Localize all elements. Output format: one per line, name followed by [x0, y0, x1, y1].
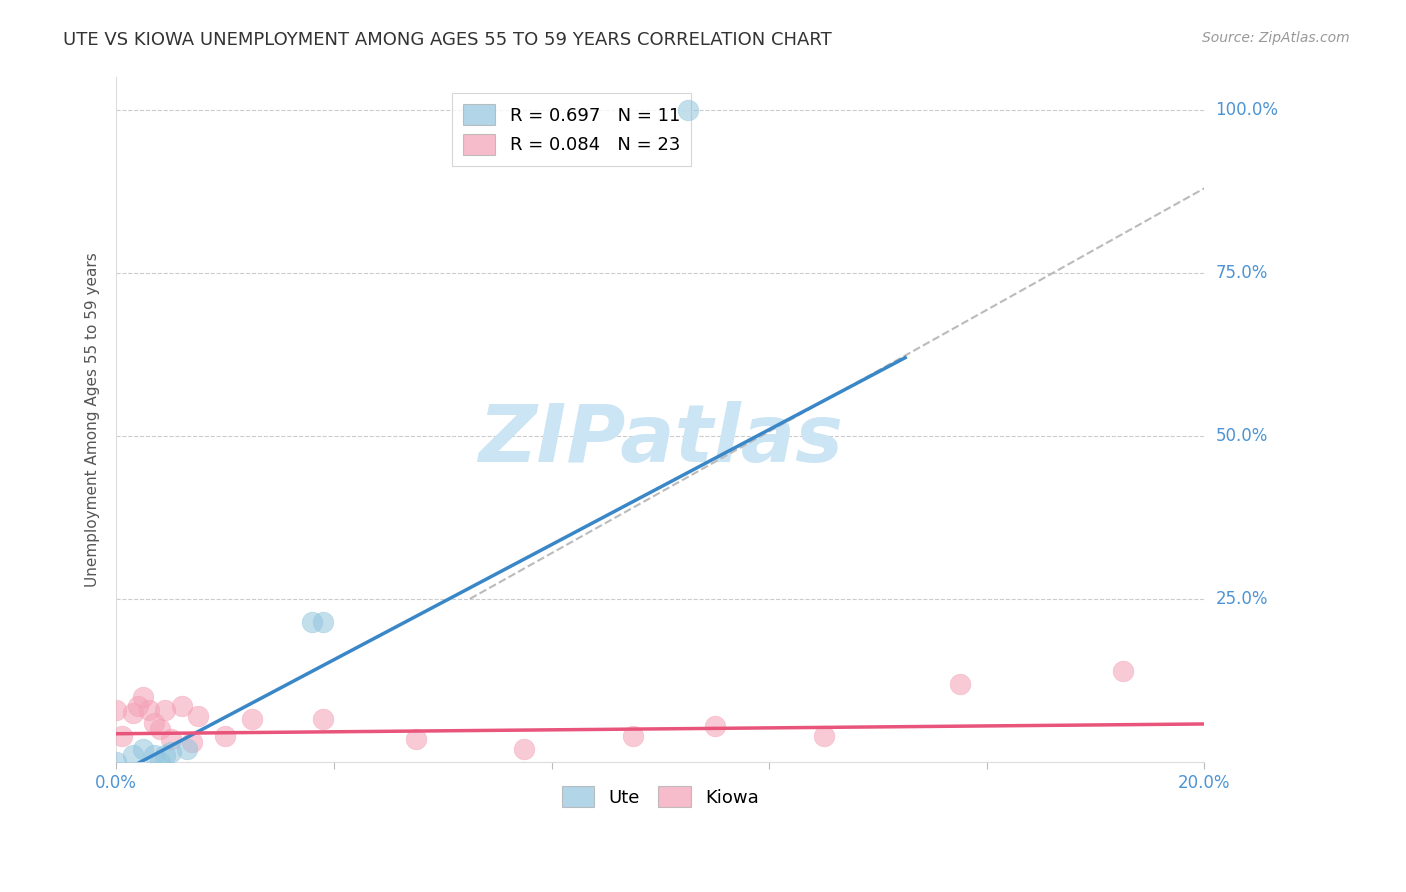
Point: [132, 741, 155, 756]
Point: [214, 729, 236, 743]
Point: [155, 748, 177, 763]
Text: 50.0%: 50.0%: [1216, 427, 1268, 445]
Y-axis label: Unemployment Among Ages 55 to 59 years: Unemployment Among Ages 55 to 59 years: [86, 252, 100, 587]
Text: Source: ZipAtlas.com: Source: ZipAtlas.com: [1202, 31, 1350, 45]
Point: [240, 713, 263, 727]
Text: UTE VS KIOWA UNEMPLOYMENT AMONG AGES 55 TO 59 YEARS CORRELATION CHART: UTE VS KIOWA UNEMPLOYMENT AMONG AGES 55 …: [63, 31, 832, 49]
Point: [127, 699, 149, 714]
Point: [1112, 664, 1135, 678]
Point: [813, 729, 835, 743]
Point: [181, 735, 204, 749]
Point: [121, 706, 143, 720]
Point: [948, 676, 970, 690]
Point: [111, 729, 134, 743]
Point: [138, 703, 160, 717]
Point: [143, 715, 166, 730]
Point: [187, 709, 209, 723]
Point: [155, 703, 177, 717]
Point: [703, 719, 725, 733]
Point: [312, 615, 335, 629]
Point: [312, 713, 335, 727]
Legend: Ute, Kiowa: Ute, Kiowa: [554, 779, 766, 814]
Point: [159, 731, 181, 746]
Point: [176, 741, 198, 756]
Point: [301, 615, 323, 629]
Point: [149, 755, 172, 769]
Point: [132, 690, 155, 704]
Point: [513, 741, 536, 756]
Text: 100.0%: 100.0%: [1216, 101, 1278, 119]
Point: [405, 731, 427, 746]
Point: [621, 729, 644, 743]
Point: [676, 103, 699, 117]
Text: ZIPatlas: ZIPatlas: [478, 401, 842, 479]
Point: [149, 722, 172, 736]
Text: 25.0%: 25.0%: [1216, 590, 1268, 607]
Point: [105, 703, 128, 717]
Point: [105, 755, 128, 769]
Text: 75.0%: 75.0%: [1216, 264, 1268, 282]
Point: [121, 748, 143, 763]
Point: [159, 745, 181, 759]
Point: [170, 699, 193, 714]
Point: [143, 748, 166, 763]
